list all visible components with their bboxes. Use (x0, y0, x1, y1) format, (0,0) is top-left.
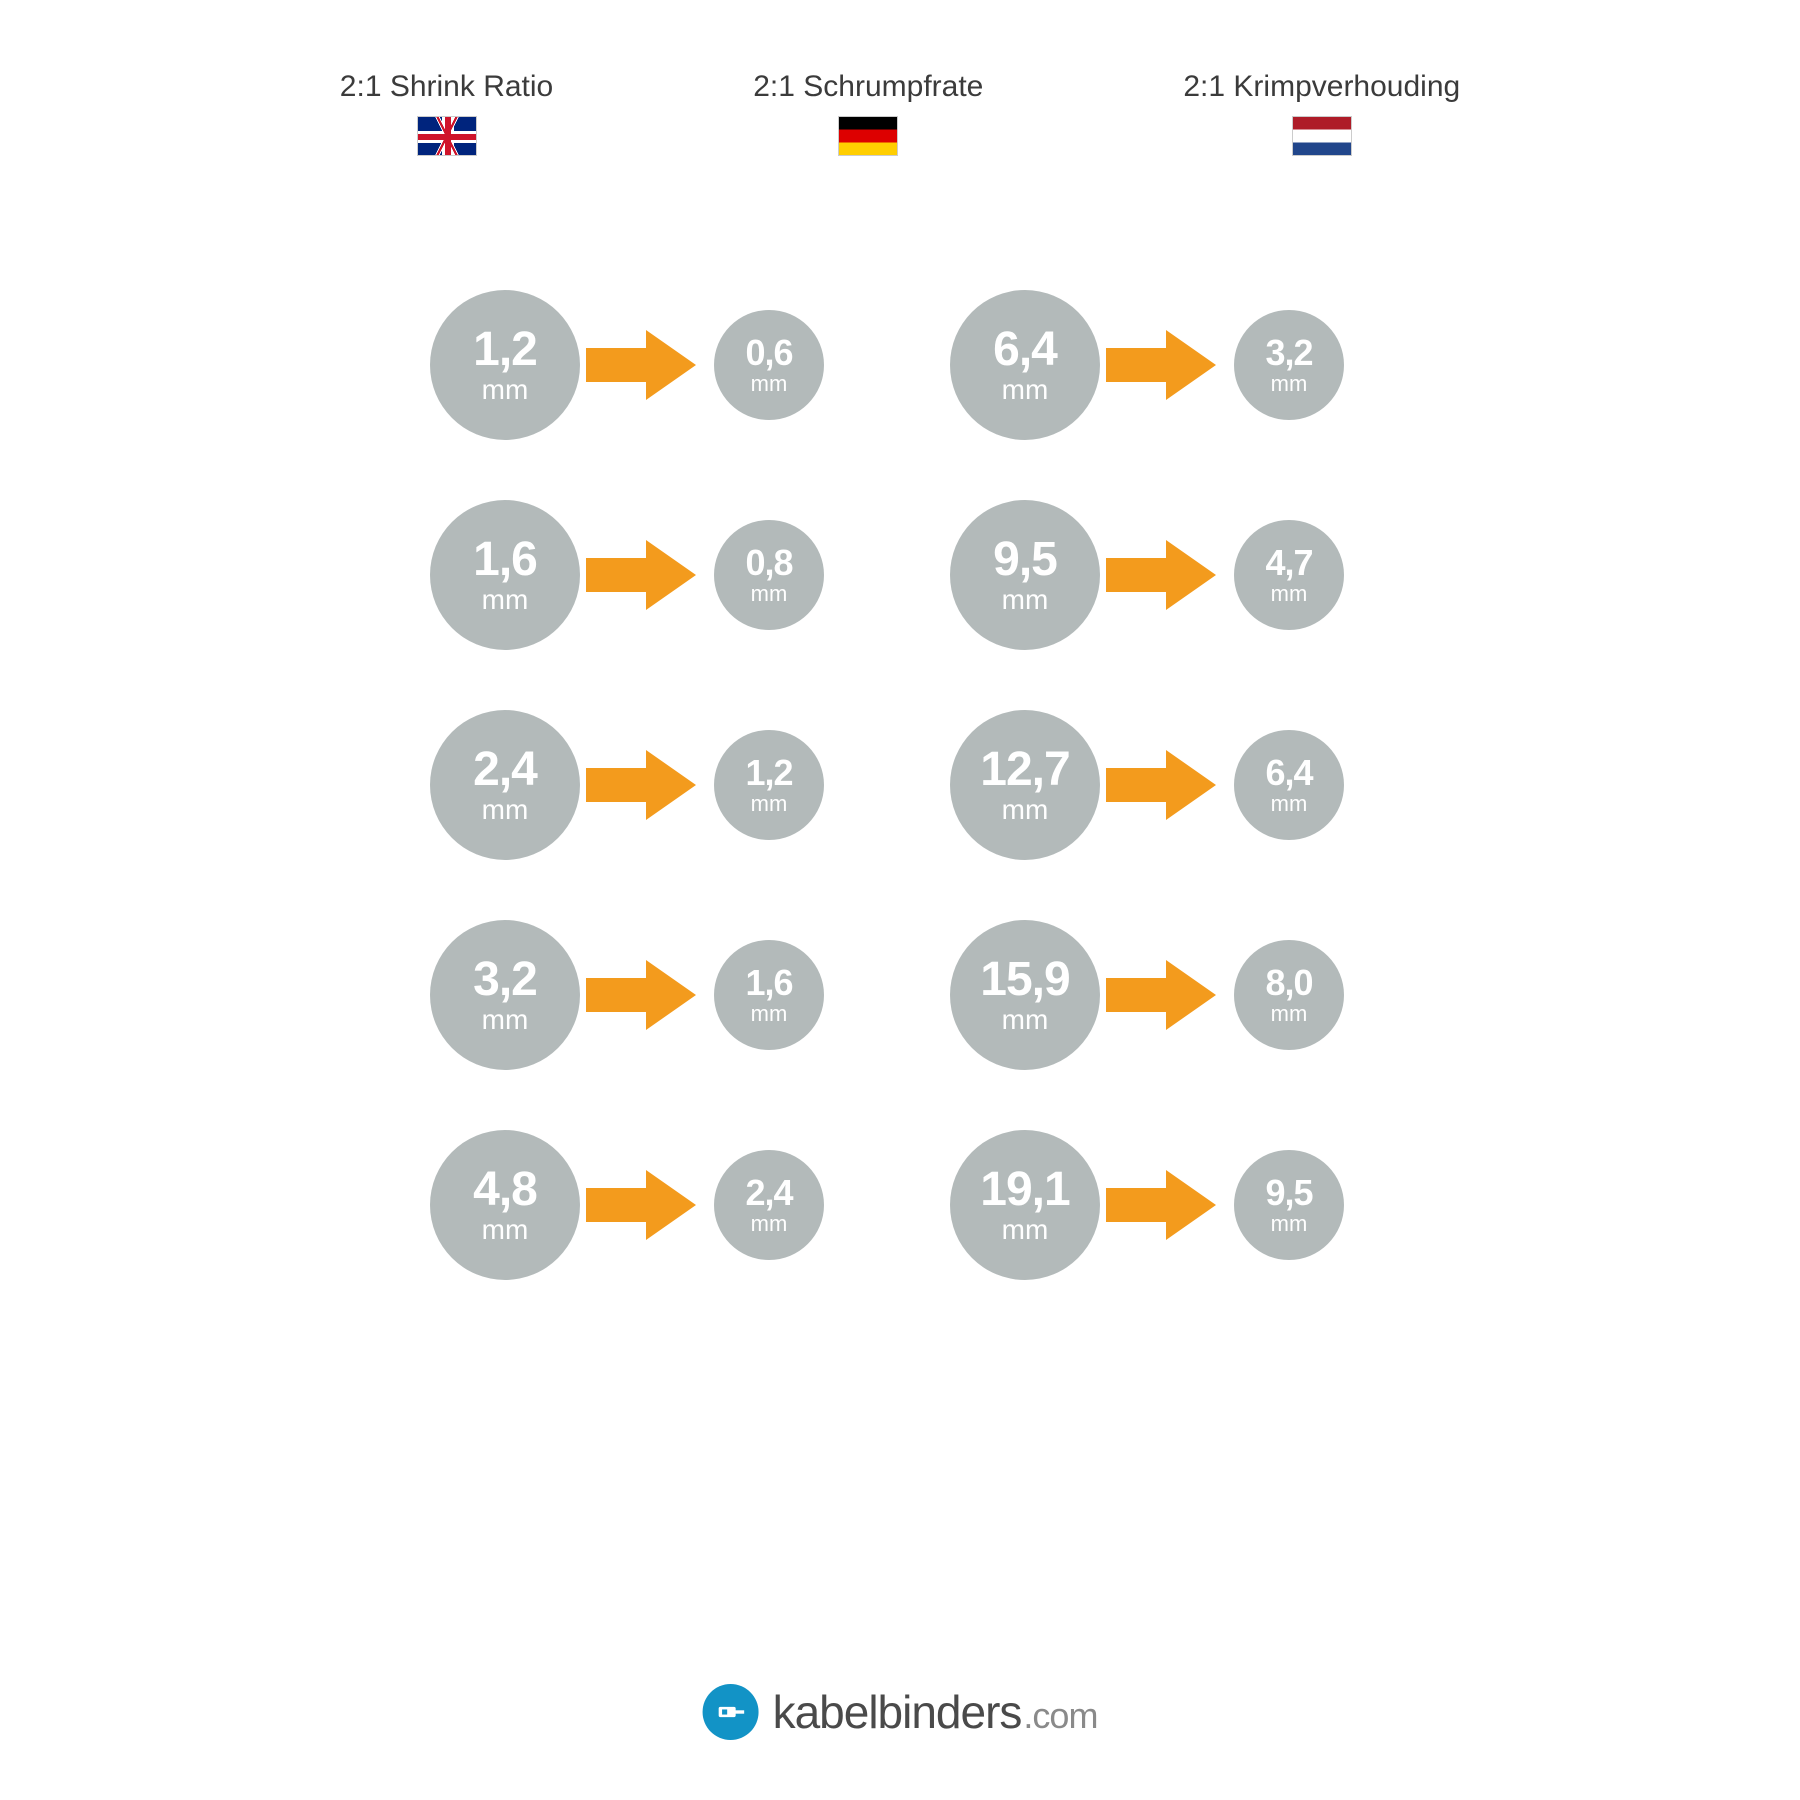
arrow-right-icon (576, 750, 706, 820)
shrink-pair: 15,9mm 8,0mm (950, 920, 1370, 1070)
from-unit: mm (1002, 1006, 1049, 1034)
from-circle: 6,4mm (950, 290, 1100, 440)
to-value: 0,6 (745, 335, 792, 371)
to-value: 3,2 (1265, 335, 1312, 371)
to-value: 6,4 (1265, 755, 1312, 791)
from-value: 12,7 (980, 746, 1069, 794)
to-unit: mm (1271, 583, 1308, 605)
from-circle: 9,5mm (950, 500, 1100, 650)
from-value: 3,2 (473, 956, 537, 1004)
arrow-right-icon (1096, 1170, 1226, 1240)
to-unit: mm (751, 793, 788, 815)
from-unit: mm (1002, 586, 1049, 614)
lang-de: 2:1 Schrumpfrate (753, 70, 983, 156)
from-unit: mm (482, 1216, 529, 1244)
lang-en-label: 2:1 Shrink Ratio (340, 70, 553, 104)
from-value: 15,9 (980, 956, 1069, 1004)
nl-flag-icon (1292, 116, 1352, 156)
from-value: 1,2 (473, 326, 537, 374)
to-value: 9,5 (1265, 1175, 1312, 1211)
brand-mark-icon (703, 1684, 759, 1740)
from-circle: 4,8mm (430, 1130, 580, 1280)
to-circle: 2,4mm (714, 1150, 824, 1260)
arrow-right-icon (1096, 330, 1226, 400)
brand-tld: .com (1023, 1695, 1097, 1736)
from-circle: 2,4mm (430, 710, 580, 860)
from-unit: mm (482, 586, 529, 614)
to-circle: 1,2mm (714, 730, 824, 840)
shrink-pair: 2,4mm 1,2mm (430, 710, 850, 860)
brand-name: kabelbinders (773, 1686, 1022, 1738)
to-unit: mm (1271, 373, 1308, 395)
to-unit: mm (751, 373, 788, 395)
to-circle: 0,8mm (714, 520, 824, 630)
from-value: 2,4 (473, 746, 537, 794)
to-circle: 9,5mm (1234, 1150, 1344, 1260)
from-circle: 19,1mm (950, 1130, 1100, 1280)
arrow-right-icon (1096, 960, 1226, 1030)
from-circle: 12,7mm (950, 710, 1100, 860)
to-unit: mm (751, 1003, 788, 1025)
from-value: 9,5 (993, 536, 1057, 584)
to-value: 1,2 (745, 755, 792, 791)
to-value: 4,7 (1265, 545, 1312, 581)
from-unit: mm (482, 376, 529, 404)
shrink-grid: 1,2mm 0,6mm6,4mm 3,2mm1,6mm 0,8mm9,5mm 4… (430, 290, 1370, 1280)
to-circle: 0,6mm (714, 310, 824, 420)
to-value: 8,0 (1265, 965, 1312, 1001)
from-value: 1,6 (473, 536, 537, 584)
to-circle: 1,6mm (714, 940, 824, 1050)
from-unit: mm (1002, 796, 1049, 824)
to-circle: 3,2mm (1234, 310, 1344, 420)
arrow-right-icon (576, 1170, 706, 1240)
from-value: 19,1 (980, 1166, 1069, 1214)
arrow-right-icon (1096, 540, 1226, 610)
to-unit: mm (751, 583, 788, 605)
to-value: 0,8 (745, 545, 792, 581)
to-circle: 6,4mm (1234, 730, 1344, 840)
shrink-pair: 4,8mm 2,4mm (430, 1130, 850, 1280)
arrow-right-icon (576, 330, 706, 400)
shrink-pair: 19,1mm 9,5mm (950, 1130, 1370, 1280)
shrink-pair: 1,6mm 0,8mm (430, 500, 850, 650)
from-unit: mm (482, 1006, 529, 1034)
lang-de-label: 2:1 Schrumpfrate (753, 70, 983, 104)
lang-nl-label: 2:1 Krimpverhouding (1183, 70, 1460, 104)
shrink-pair: 1,2mm 0,6mm (430, 290, 850, 440)
arrow-right-icon (1096, 750, 1226, 820)
from-unit: mm (1002, 1216, 1049, 1244)
from-circle: 1,6mm (430, 500, 580, 650)
arrow-right-icon (576, 960, 706, 1030)
from-unit: mm (482, 796, 529, 824)
to-unit: mm (1271, 1213, 1308, 1235)
to-value: 1,6 (745, 965, 792, 1001)
shrink-pair: 12,7mm 6,4mm (950, 710, 1370, 860)
brand-logo: kabelbinders.com (703, 1684, 1098, 1740)
to-unit: mm (1271, 793, 1308, 815)
shrink-pair: 6,4mm 3,2mm (950, 290, 1370, 440)
shrink-pair: 9,5mm 4,7mm (950, 500, 1370, 650)
to-unit: mm (1271, 1003, 1308, 1025)
from-circle: 15,9mm (950, 920, 1100, 1070)
language-header: 2:1 Shrink Ratio 2:1 Schrumpfrate 2:1 Kr… (0, 70, 1800, 156)
shrink-pair: 3,2mm 1,6mm (430, 920, 850, 1070)
from-value: 4,8 (473, 1166, 537, 1214)
lang-en: 2:1 Shrink Ratio (340, 70, 553, 156)
from-circle: 1,2mm (430, 290, 580, 440)
to-value: 2,4 (745, 1175, 792, 1211)
from-value: 6,4 (993, 326, 1057, 374)
from-circle: 3,2mm (430, 920, 580, 1070)
arrow-right-icon (576, 540, 706, 610)
de-flag-icon (838, 116, 898, 156)
to-circle: 8,0mm (1234, 940, 1344, 1050)
lang-nl: 2:1 Krimpverhouding (1183, 70, 1460, 156)
brand-text: kabelbinders.com (773, 1685, 1098, 1739)
to-circle: 4,7mm (1234, 520, 1344, 630)
uk-flag-icon (417, 116, 477, 156)
to-unit: mm (751, 1213, 788, 1235)
from-unit: mm (1002, 376, 1049, 404)
